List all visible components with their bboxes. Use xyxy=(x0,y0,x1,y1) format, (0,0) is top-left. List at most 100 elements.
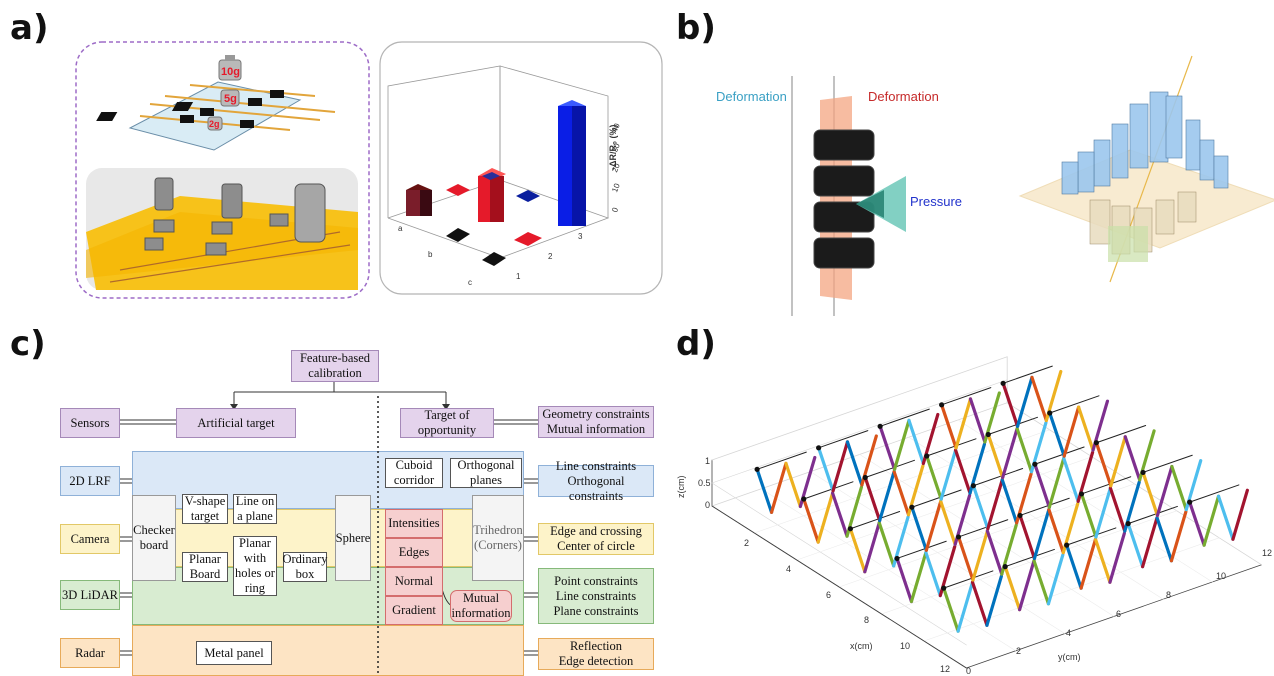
zigzag-segment xyxy=(1029,421,1048,474)
node-dot xyxy=(924,453,930,459)
connector-line xyxy=(987,416,1038,436)
line-on-a-plane: Line on a plane xyxy=(233,494,277,524)
connector-line xyxy=(1049,395,1100,414)
zigzag-segment xyxy=(895,556,914,604)
zigzag-segment xyxy=(1003,565,1022,612)
node-dot xyxy=(909,504,915,510)
zigzag-segment xyxy=(968,397,987,444)
zigzag-segment xyxy=(1155,464,1174,518)
zigzag-segment xyxy=(953,493,972,546)
zigzag-segment xyxy=(1109,435,1127,488)
zigzag-segment xyxy=(1091,399,1110,452)
zigzag-segment xyxy=(1184,459,1203,512)
zigzag-segment xyxy=(938,545,957,598)
bar-blue-tall xyxy=(558,100,586,226)
zigzag-segment xyxy=(956,535,975,582)
zigzag-segment xyxy=(1000,478,1019,525)
bar-a1 xyxy=(406,184,432,216)
zigzag-segment xyxy=(956,580,975,633)
sensor-array-stack xyxy=(813,129,875,269)
zigzag-segment xyxy=(968,442,987,495)
constraints-radar: Reflection Edge detection xyxy=(538,638,654,670)
ytick-12: 12 xyxy=(1262,548,1273,558)
connector-line xyxy=(756,451,807,470)
grid-line xyxy=(923,537,1220,642)
node-dot xyxy=(1002,564,1008,570)
zigzag-segment xyxy=(1079,492,1098,539)
deformation-label-right: Deformation xyxy=(868,89,939,104)
zigzag-segment xyxy=(909,550,928,604)
zigzag-segment xyxy=(971,484,990,531)
zigzag-segment xyxy=(845,440,864,487)
connector-line xyxy=(1004,548,1055,568)
weight-5g-label: 5g xyxy=(224,93,237,105)
node-dot xyxy=(847,526,854,532)
zigzag-segment xyxy=(907,418,925,466)
ordinary-box: Ordinary box xyxy=(282,552,328,582)
zigzag-segment xyxy=(1001,427,1019,480)
zigzag-segment xyxy=(1108,531,1126,584)
zigzag-segment xyxy=(1155,516,1174,563)
constraints-camera: Edge and crossing Center of circle xyxy=(538,523,654,555)
zigzag-segment xyxy=(1001,381,1020,428)
bar-chart-axes xyxy=(387,65,610,259)
node-dot xyxy=(1032,461,1038,467)
xtick-10: 10 xyxy=(900,641,911,651)
xtick-6: 6 xyxy=(826,590,832,600)
sphere: Sphere xyxy=(335,495,371,581)
sensors-header: Sensors xyxy=(60,408,120,438)
bar-red-tall xyxy=(478,168,506,222)
artificial-target-header: Artificial target xyxy=(176,408,296,438)
ytick-8: 8 xyxy=(1166,590,1172,600)
zigzag-segment xyxy=(860,434,878,487)
sensor-radar: Radar xyxy=(60,638,120,668)
xlabel-d: x(cm) xyxy=(850,641,873,651)
grid-line xyxy=(711,356,1008,461)
zigzag-segment xyxy=(892,515,910,568)
pressure-label: Pressure xyxy=(910,194,963,209)
connector-line xyxy=(896,540,947,559)
zigzag-segment xyxy=(1076,405,1095,452)
root-feature-based-calibration: Feature-based calibration xyxy=(291,350,379,382)
sensor-camera: Camera xyxy=(60,524,120,554)
zigzag-segment xyxy=(925,454,943,501)
sensor-2d-lrf: 2D LRF xyxy=(60,466,120,496)
zigzag-segment xyxy=(878,470,896,523)
constraints-3d-lidar: Point constraints Line constraints Plane… xyxy=(538,568,654,624)
zigzag-segment xyxy=(1123,435,1142,482)
edges: Edges xyxy=(385,538,443,567)
ytick-2: 2 xyxy=(1016,646,1022,656)
cuboid-corridor: Cuboid corridor xyxy=(385,458,443,488)
ztick: 20 xyxy=(610,162,622,174)
zigzag-segment xyxy=(986,478,1004,531)
zigzag-segment xyxy=(784,461,802,509)
zigzag-segment xyxy=(910,505,928,552)
intensities: Intensities xyxy=(385,509,443,538)
ytick-10: 10 xyxy=(1216,571,1227,581)
zigzag-segment xyxy=(939,499,957,546)
ztick: 0 xyxy=(610,206,621,214)
node-dot xyxy=(801,496,807,502)
node-dot xyxy=(1078,491,1085,497)
bar-chart-xtick-b: b xyxy=(428,250,433,259)
grid-line xyxy=(760,488,1016,652)
zigzag-segment xyxy=(1169,510,1188,563)
zigzag-segment xyxy=(1044,369,1063,423)
grid-line xyxy=(908,436,1164,600)
zigzag-segment xyxy=(1079,537,1098,590)
zigzag-segment xyxy=(769,461,788,514)
orthogonal-planes: Orthogonal planes xyxy=(450,458,522,488)
grid-line xyxy=(1006,402,1262,566)
zigzag-segment xyxy=(1047,507,1065,555)
panel-d-label: d) xyxy=(676,324,716,364)
zigzag-segment xyxy=(940,403,958,450)
connector-line xyxy=(1189,484,1240,503)
panel-b-label: b) xyxy=(676,8,716,48)
weight-2g-label: 2g xyxy=(209,119,220,129)
node-dot xyxy=(939,402,945,408)
zigzag-segment xyxy=(1108,486,1127,533)
zigzag-segment xyxy=(863,475,882,523)
sensor-schematic xyxy=(96,81,336,151)
bar-chart-xtick-a: a xyxy=(398,224,403,233)
node-dot xyxy=(1125,521,1131,527)
